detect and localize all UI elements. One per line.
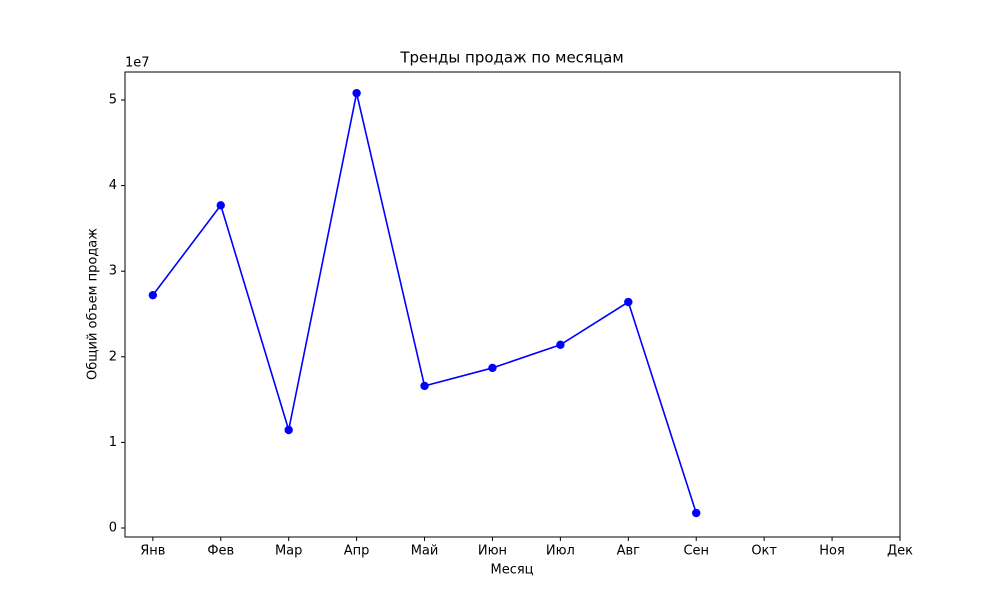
x-tick-label: Май [411, 544, 439, 559]
point [624, 297, 633, 307]
point [148, 290, 158, 300]
y-tick-label: 4 [109, 178, 117, 193]
x-tick-label: Мар [275, 544, 302, 559]
x-tick-label: Апр [344, 544, 370, 559]
point [216, 201, 225, 210]
y-axis-label: Общий объем продаж [86, 228, 101, 380]
plot-frame [124, 71, 901, 538]
y-tick-label: 3 [109, 264, 117, 279]
y-offset-label: 1e7 [125, 56, 150, 71]
y-tick-label: 2 [109, 349, 117, 364]
x-tick-label: Июн [478, 544, 507, 559]
x-tick-label: Авг [617, 544, 641, 559]
point [556, 340, 565, 350]
x-tick-label: Сен [683, 544, 709, 559]
y-tick-label: 0 [109, 521, 117, 536]
y-tick-label: 5 [109, 92, 117, 107]
x-tick-label: Янв [140, 544, 165, 559]
point [692, 508, 701, 518]
x-tick-label: Окт [751, 544, 777, 559]
y-tick-label: 1 [109, 435, 117, 450]
x-tick-label: Фев [207, 544, 234, 559]
chart-title: Тренды продаж по месяцам [399, 49, 623, 67]
point [352, 88, 361, 98]
x-axis-label: Месяц [490, 563, 533, 578]
x-tick-label: Дек [887, 544, 913, 559]
point [284, 425, 293, 435]
point [488, 363, 497, 373]
point [420, 381, 429, 391]
x-tick-label: Ноя [819, 544, 845, 559]
x-tick-label: Июл [546, 544, 575, 559]
